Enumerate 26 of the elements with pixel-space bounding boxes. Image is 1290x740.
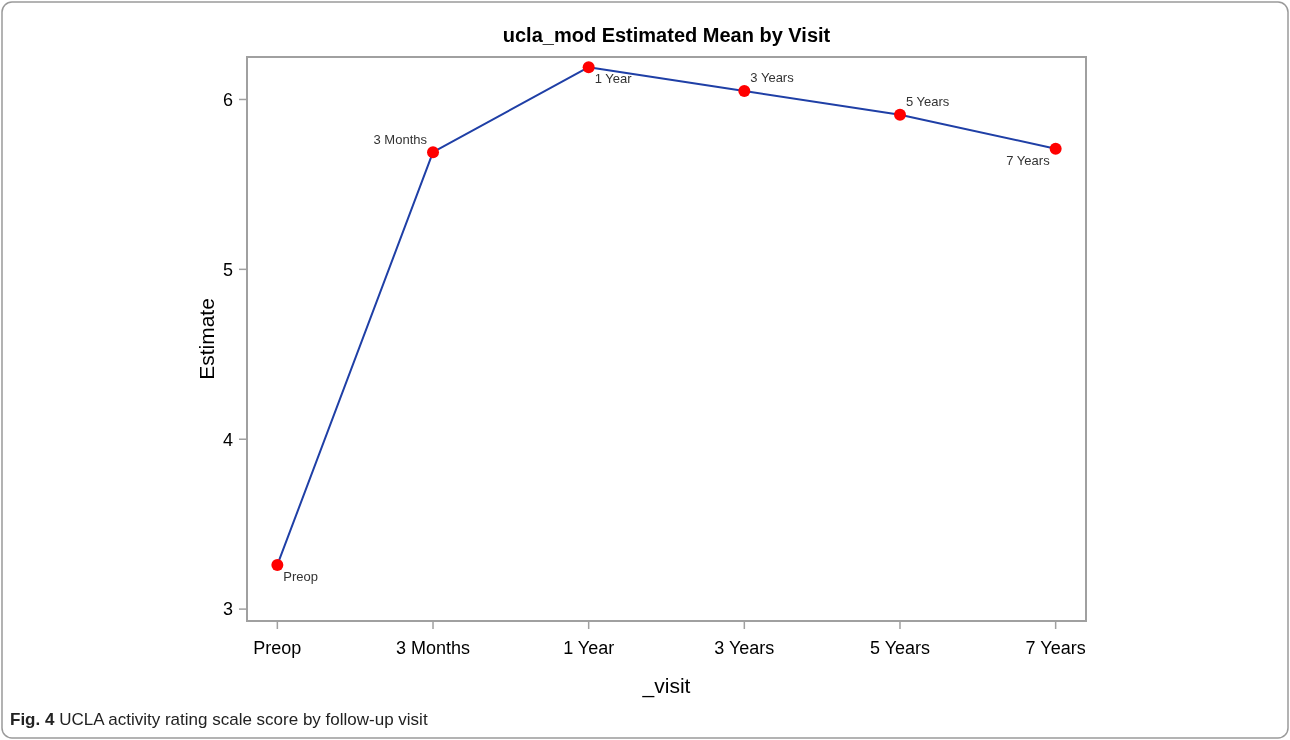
annotation: 5 Years [905, 93, 950, 109]
caption: Fig. 4 UCLA activity rating scale score by follow-up visit [10, 710, 428, 729]
y-tick-label: 4 [222, 429, 233, 450]
y-tick-label: 5 [222, 259, 233, 280]
point [427, 146, 440, 159]
x-axis-title: _visit [641, 674, 691, 698]
annotation: 3 Months [373, 132, 428, 148]
annotation: 1 Year [594, 71, 633, 87]
annotation: Preop [283, 568, 319, 584]
point [1049, 142, 1062, 155]
point [271, 558, 284, 571]
point [738, 84, 751, 97]
x-tick-label: 1 Year [563, 638, 615, 658]
x-tick-label: 7 Years [1025, 638, 1086, 658]
y-tick-label: 6 [222, 89, 233, 110]
y-tick-label: 3 [222, 599, 233, 620]
x-tick-label: Preop [253, 638, 302, 658]
x-tick-label: 3 Years [714, 638, 775, 658]
y-axis-title: Estimate [195, 298, 218, 380]
x-tick-label: 3 Months [395, 638, 471, 658]
annotation: 7 Years [1006, 152, 1051, 168]
x-tick-label: 5 Years [869, 638, 931, 658]
point [582, 61, 595, 74]
chart-title: ucla_mod Estimated Mean by Visit [502, 24, 831, 46]
annotation: 3 Years [750, 69, 795, 85]
point [893, 108, 906, 121]
